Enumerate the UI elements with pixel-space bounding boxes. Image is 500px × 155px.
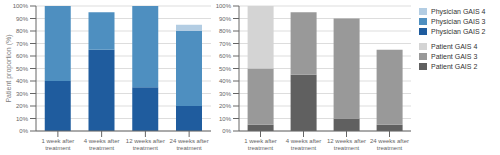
svg-text:1 week aftertreatment: 1 week aftertreatment — [42, 138, 75, 151]
html-text:Physician GAIS 4: Physician GAIS 4 — [431, 8, 486, 15]
svg-text:0%: 0% — [19, 128, 28, 134]
svg-text:20%: 20% — [219, 103, 232, 109]
svg-text:24 weeks aftertreatment: 24 weeks aftertreatment — [170, 138, 209, 151]
svg-text:4 weeks aftertreatment: 4 weeks aftertreatment — [286, 138, 322, 151]
html-text:Physician GAIS 2: Physician GAIS 2 — [431, 28, 486, 35]
svg-text:20%: 20% — [16, 103, 29, 109]
svg-text:40%: 40% — [219, 78, 232, 84]
svg-text:10%: 10% — [219, 116, 232, 122]
svg-text:80%: 80% — [16, 28, 29, 34]
svg-text:60%: 60% — [16, 53, 29, 59]
svg-text:0%: 0% — [222, 128, 231, 134]
html-text:Patient GAIS 2: Patient GAIS 2 — [431, 63, 478, 70]
svg-text:12 weeks aftertreatment: 12 weeks aftertreatment — [327, 138, 366, 151]
svg-text:50%: 50% — [16, 66, 29, 72]
svg-text:10%: 10% — [16, 116, 29, 122]
svg-text:70%: 70% — [16, 41, 29, 47]
svg-text:Patient proportion (%): Patient proportion (%) — [8, 34, 13, 102]
svg-text:100%: 100% — [216, 3, 232, 9]
svg-text:40%: 40% — [16, 78, 29, 84]
svg-text:100%: 100% — [13, 3, 29, 9]
svg-text:70%: 70% — [219, 41, 232, 47]
svg-text:30%: 30% — [16, 91, 29, 97]
html-text:Patient GAIS 4: Patient GAIS 4 — [431, 43, 478, 50]
html-text:Patient GAIS 3: Patient GAIS 3 — [431, 53, 478, 60]
svg-text:50%: 50% — [219, 66, 232, 72]
svg-text:30%: 30% — [219, 91, 232, 97]
html-text:Physician GAIS 3: Physician GAIS 3 — [431, 18, 486, 25]
svg-text:90%: 90% — [219, 16, 232, 22]
svg-text:80%: 80% — [219, 28, 232, 34]
svg-text:24 weeks aftertreatment: 24 weeks aftertreatment — [370, 138, 409, 151]
svg-text:12 weeks aftertreatment: 12 weeks aftertreatment — [126, 138, 165, 151]
svg-text:60%: 60% — [219, 53, 232, 59]
svg-text:4 weeks aftertreatment: 4 weeks aftertreatment — [84, 138, 120, 151]
svg-text:90%: 90% — [16, 16, 29, 22]
svg-text:1 week aftertreatment: 1 week aftertreatment — [244, 138, 277, 151]
